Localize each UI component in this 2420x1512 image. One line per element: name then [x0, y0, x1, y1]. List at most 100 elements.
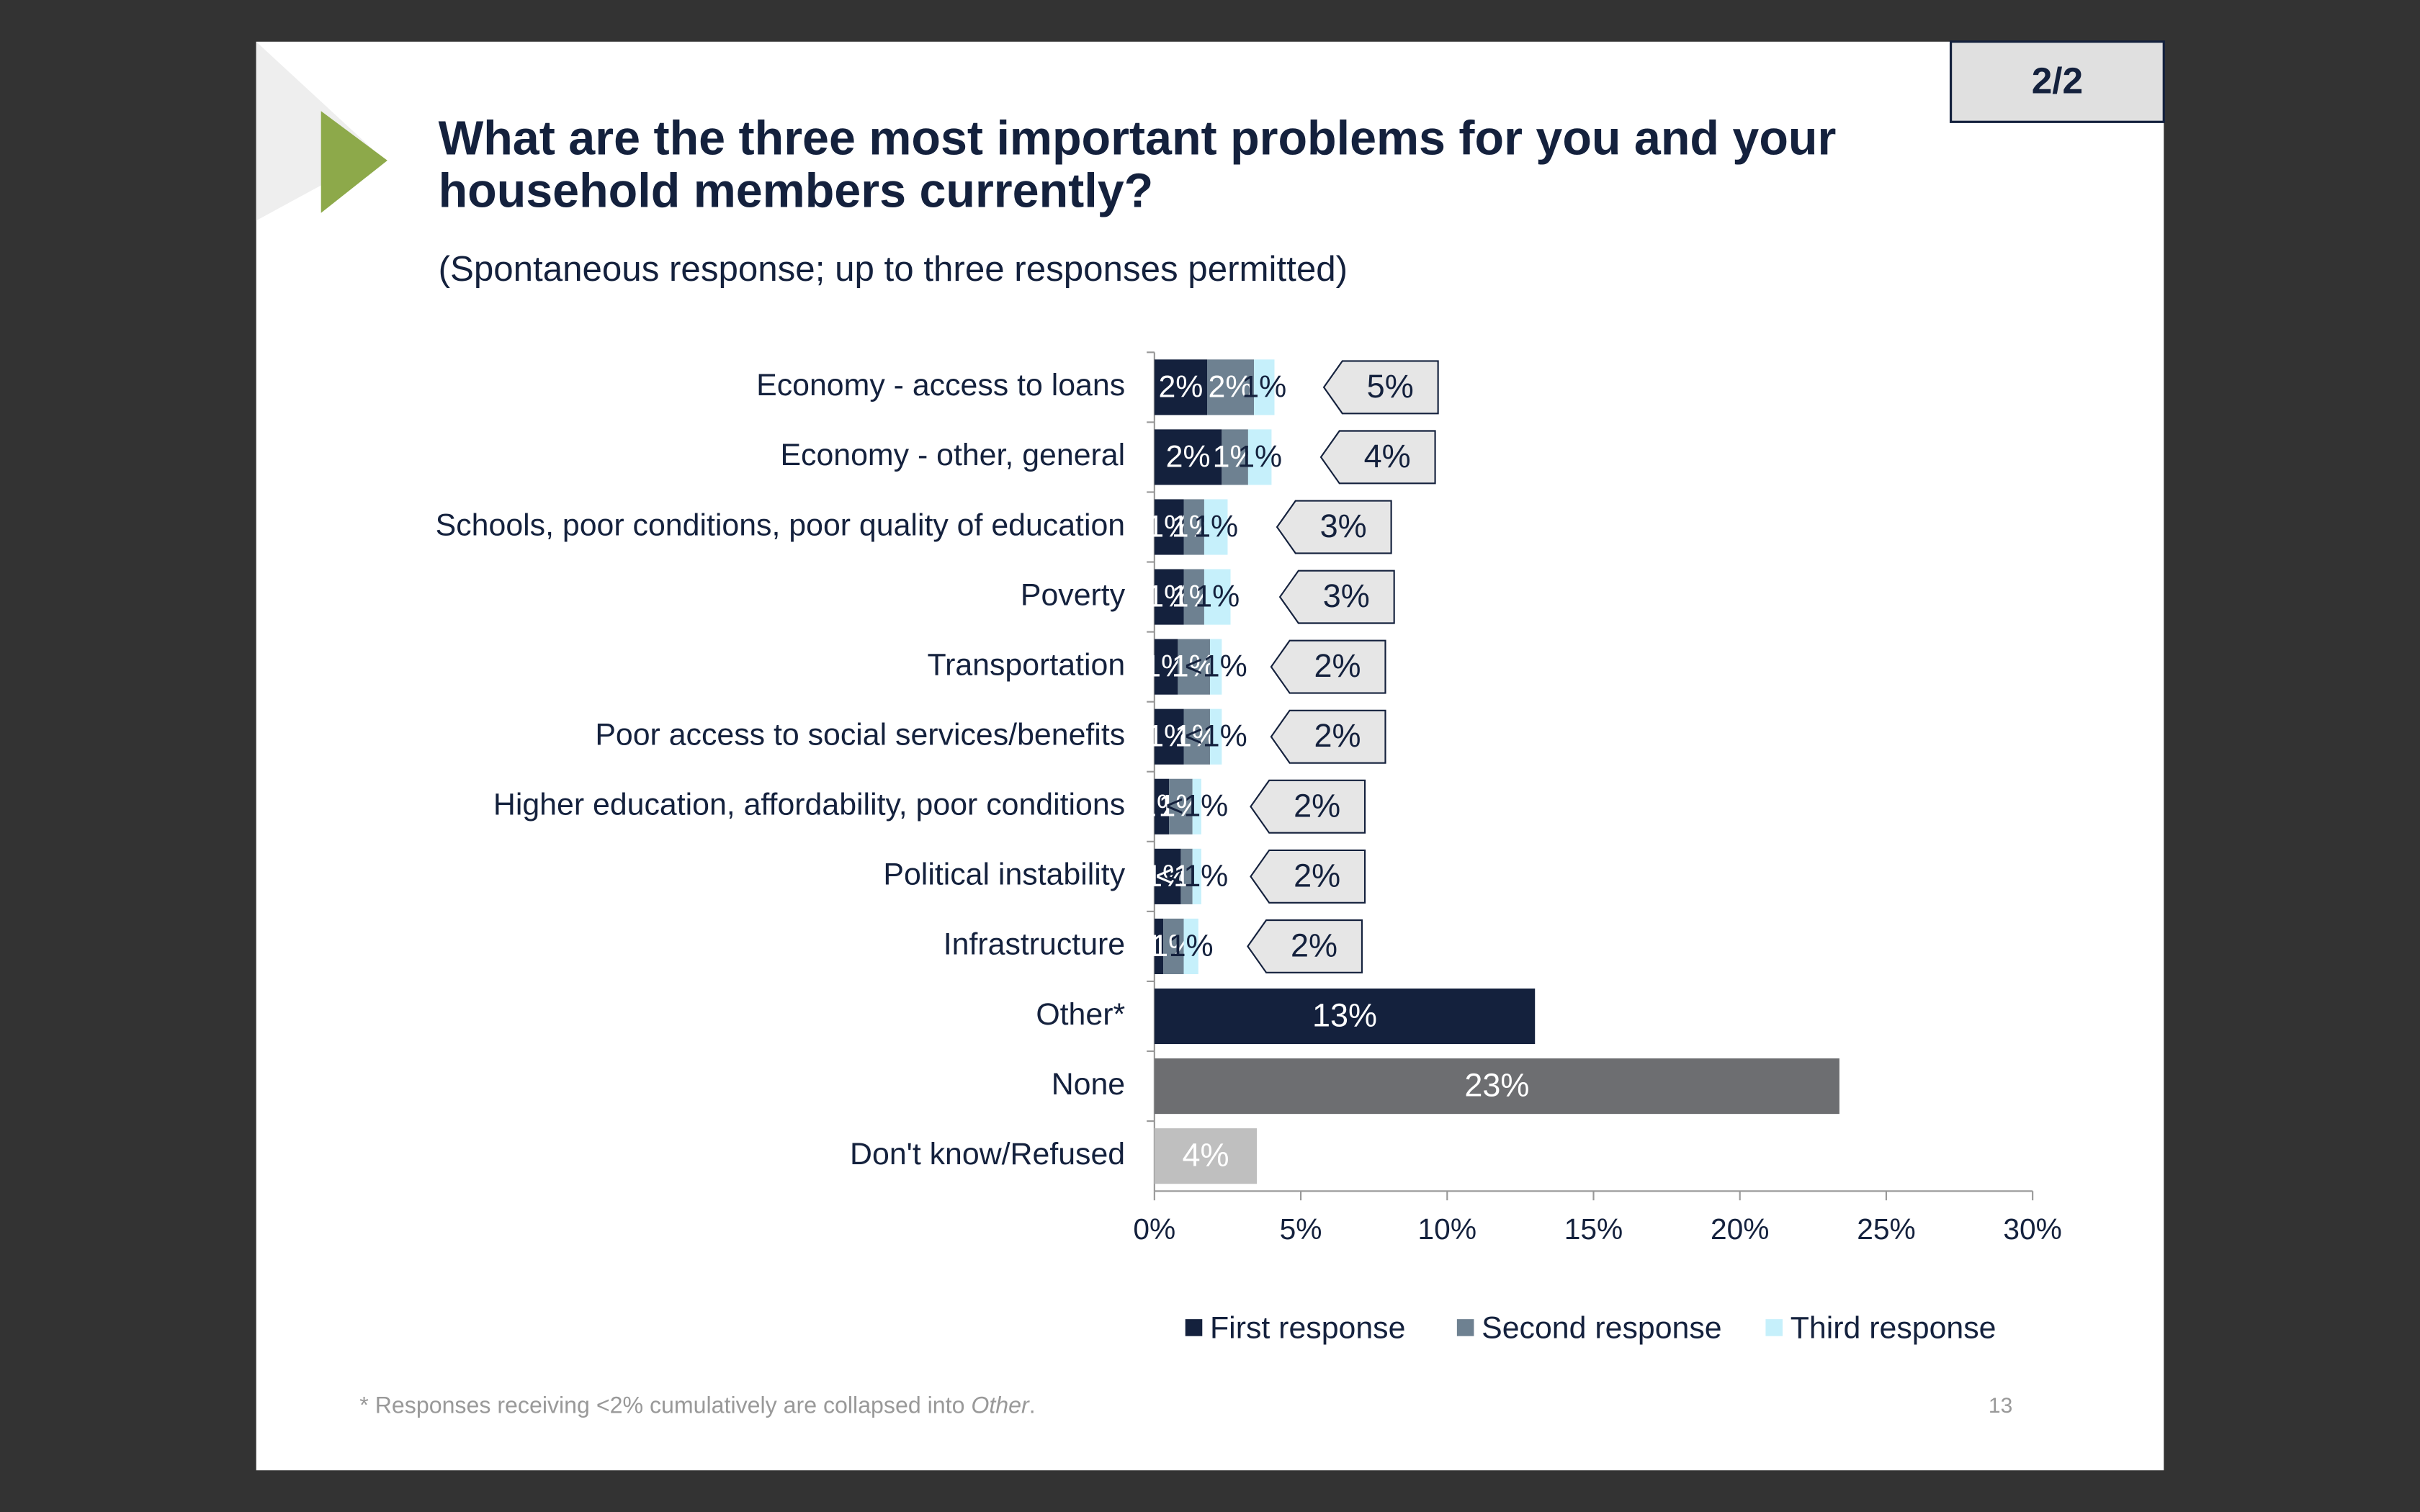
y-tick-label: Transportation	[927, 647, 1125, 682]
y-tick-label: Political instability	[883, 858, 1125, 892]
bar-segment	[1154, 499, 1184, 555]
value-label: 1%	[1172, 649, 1216, 684]
y-tick-label: Economy - other, general	[780, 438, 1125, 472]
total-callout	[1270, 639, 1386, 694]
total-callout	[1278, 570, 1395, 624]
bar-segment	[1192, 778, 1201, 834]
x-tick-label: 25%	[1857, 1212, 1915, 1246]
bar-segment	[1254, 359, 1275, 415]
value-label: <1%	[1165, 789, 1228, 824]
legend-label: Third response	[1791, 1310, 1996, 1345]
plot: 0% 5% 10% 15% 20% 25% 30% Economy - access to l…	[436, 351, 2062, 1345]
legend-label: First response	[1210, 1310, 1405, 1345]
value-label: <1%	[1165, 859, 1228, 894]
value-label: 2%	[1158, 369, 1203, 404]
bar-segment	[1154, 569, 1184, 625]
footnote-part: * Responses receiving <2% cumulatively a…	[359, 1392, 971, 1418]
page-tag: 2/2	[2032, 59, 2083, 101]
bar-segment	[1180, 848, 1193, 904]
bar-segment	[1204, 569, 1231, 625]
bar-segment	[1169, 778, 1193, 834]
bar-segment	[1154, 708, 1184, 765]
arrow-icon	[321, 111, 387, 213]
legend-label: Second response	[1482, 1310, 1721, 1345]
bar-segment	[1183, 918, 1198, 974]
total-label: 3%	[1323, 577, 1370, 614]
value-label: 1%	[1193, 509, 1238, 544]
y-tick-label: Don't know/Refused	[850, 1137, 1125, 1171]
bar-segment	[1154, 639, 1178, 695]
page-number: 13	[1989, 1394, 2012, 1418]
legend-swatch	[1456, 1319, 1474, 1336]
bar-segment	[1222, 429, 1248, 485]
bar-segment	[1207, 359, 1255, 415]
value-label: 13%	[1312, 997, 1377, 1034]
bar-segment	[1204, 499, 1228, 555]
bar-segment	[1210, 639, 1222, 695]
bar-segment	[1154, 359, 1208, 415]
y-tick-label: Higher education, affordability, poor co…	[493, 788, 1125, 822]
x-tick-label: 15%	[1564, 1212, 1623, 1246]
bar-segment	[1178, 639, 1211, 695]
total-callout	[1319, 430, 1436, 485]
footnote: * Responses receiving <2% cumulatively a…	[359, 1392, 1035, 1418]
total-callout	[1270, 709, 1386, 764]
x-tick-label: 10%	[1418, 1212, 1476, 1246]
total-callout	[1322, 360, 1439, 415]
bar-segment	[1183, 569, 1204, 625]
legend-swatch	[1765, 1319, 1783, 1336]
total-callout	[1250, 849, 1366, 904]
x-tick-label: 20%	[1711, 1212, 1769, 1246]
footnote-part: .	[1029, 1392, 1036, 1418]
bar-segment	[1163, 918, 1184, 974]
y-tick-label: Other*	[1036, 997, 1125, 1032]
value-label: 1%	[1237, 439, 1282, 474]
total-label: 2%	[1291, 927, 1337, 963]
bar-segment	[1247, 429, 1272, 485]
x-tick-label: 5%	[1280, 1212, 1322, 1246]
y-tick-label: Poverty	[1021, 577, 1126, 612]
total-label: 2%	[1314, 717, 1361, 754]
x-tick-label: 30%	[2003, 1212, 2061, 1246]
value-label: 1%	[1169, 929, 1214, 963]
bar-segment	[1210, 708, 1222, 765]
bar-segment	[1183, 708, 1211, 765]
y-tick-label: None	[1052, 1067, 1125, 1102]
total-label: 5%	[1367, 368, 1414, 405]
bar	[1154, 1128, 1258, 1184]
chart-title: household members currently?	[439, 165, 1154, 218]
page-tag-box	[1949, 40, 2165, 123]
y-tick-label: Poor access to social services/benefits	[595, 718, 1125, 752]
total-label: 3%	[1320, 508, 1367, 544]
chart-title: What are the three most important proble…	[439, 112, 1837, 166]
total-label: 2%	[1314, 647, 1361, 684]
value-label: 1%	[1195, 580, 1240, 614]
bar-segment	[1154, 918, 1164, 974]
bar-segment	[1154, 848, 1181, 904]
legend-swatch	[1185, 1319, 1203, 1336]
bar-segment	[1154, 429, 1222, 485]
corner-shape	[256, 41, 378, 221]
chart-subtitle: (Spontaneous response; up to three respo…	[439, 249, 1348, 289]
total-label: 2%	[1294, 787, 1340, 824]
y-tick-label: Schools, poor conditions, poor quality o…	[436, 508, 1125, 542]
x-tick-label: 0%	[1133, 1212, 1175, 1246]
total-callout	[1250, 779, 1366, 834]
bar-segment	[1192, 848, 1201, 904]
y-tick-label: Infrastructure	[944, 927, 1125, 962]
bar	[1154, 1058, 1839, 1115]
value-label: 1%	[1242, 369, 1286, 404]
total-label: 2%	[1294, 857, 1340, 894]
value-label: <1%	[1185, 719, 1247, 754]
value-label: 23%	[1464, 1067, 1529, 1104]
total-callout	[1247, 919, 1363, 973]
value-label: <1%	[1185, 649, 1247, 684]
value-label: 2%	[1166, 439, 1211, 474]
bar-segment	[1154, 778, 1170, 834]
bar	[1154, 988, 1536, 1045]
total-label: 4%	[1364, 438, 1411, 474]
value-label: 2%	[1209, 369, 1253, 404]
